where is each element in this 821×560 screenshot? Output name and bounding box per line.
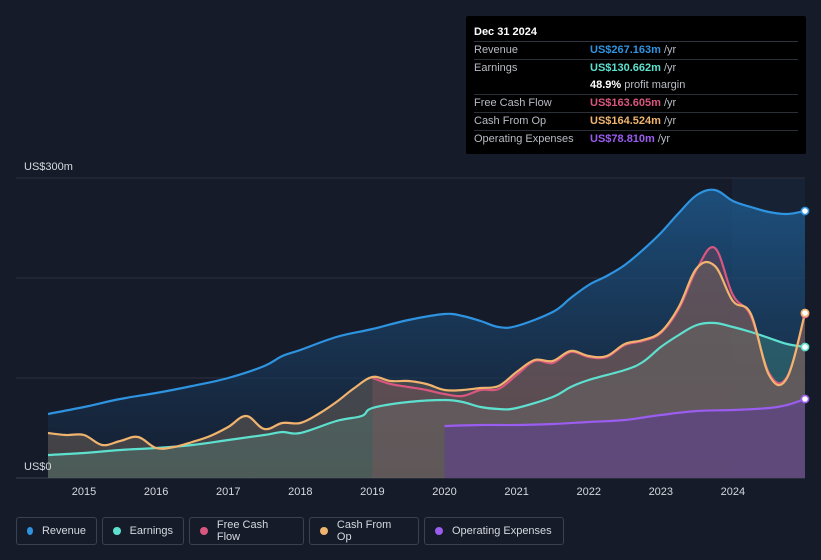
legend-dot-icon: [200, 527, 208, 535]
x-tick-label: 2020: [432, 486, 456, 498]
tooltip-value: US$164.524m: [590, 115, 661, 127]
legend-label: Cash From Op: [336, 519, 392, 543]
legend-label: Free Cash Flow: [216, 519, 269, 543]
tooltip-value: US$78.810m: [590, 133, 655, 145]
x-tick-label: 2023: [649, 486, 673, 498]
series-endpoints: [800, 206, 810, 404]
tooltip-label: Operating Expenses: [474, 133, 574, 145]
series-lines: [47, 188, 807, 457]
tooltip-unit: /yr: [663, 115, 677, 127]
tooltip: Dec 31 2024 Revenue US$267.163m /yr Earn…: [466, 16, 806, 154]
y-tick-label-bottom: US$0: [24, 461, 52, 473]
tooltip-unit: /yr: [663, 97, 677, 109]
legend-label: Earnings: [129, 525, 173, 537]
legend-dot-icon: [27, 527, 33, 535]
tooltip-row-profit-margin: 48.9% profit margin: [474, 77, 798, 95]
x-tick-label: 2015: [72, 486, 96, 498]
legend-cash-from-op[interactable]: Cash From Op: [309, 517, 419, 545]
tooltip-unit: profit margin: [624, 79, 686, 91]
tooltip-row-free-cash-flow: Free Cash Flow US$163.605m /yr: [474, 95, 798, 113]
legend-dot-icon: [435, 527, 443, 535]
legend-free-cash-flow[interactable]: Free Cash Flow: [189, 517, 304, 545]
legend-dot-icon: [320, 527, 328, 535]
tooltip-date: Dec 31 2024: [474, 24, 798, 42]
cash-from-op-line: [47, 260, 807, 450]
legend-revenue[interactable]: Revenue: [16, 517, 97, 545]
tooltip-unit: /yr: [663, 62, 677, 74]
x-tick-label: 2018: [288, 486, 312, 498]
x-tick-label: 2021: [504, 486, 528, 498]
tooltip-label: Free Cash Flow: [474, 97, 552, 109]
tooltip-row-cash-from-op: Cash From Op US$164.524m /yr: [474, 113, 798, 131]
legend-dot-icon: [113, 527, 121, 535]
tooltip-label: Earnings: [474, 62, 518, 74]
x-tick-label: 2022: [576, 486, 600, 498]
tooltip-value: US$267.163m: [590, 44, 661, 56]
operating-expenses-area: [444, 399, 805, 478]
tooltip-label: Revenue: [474, 44, 519, 56]
legend-label: Revenue: [41, 525, 86, 537]
tooltip-value: US$163.605m: [590, 97, 661, 109]
tooltip-label: [474, 77, 590, 94]
x-axis-ticks: 2015 2016 2017 2018 2019 2020 2021 2022 2023 2024: [72, 486, 745, 498]
operating-expenses-line: [444, 397, 806, 428]
y-tick-label-top: US$300m: [24, 161, 73, 173]
earnings-line: [47, 321, 806, 457]
revenue-area: [48, 189, 805, 478]
operating-expenses-endpoint: [800, 394, 810, 404]
x-tick-label: 2016: [144, 486, 168, 498]
earnings-endpoint: [800, 342, 810, 352]
cash-from-op-endpoint: [800, 308, 810, 318]
tooltip-value: US$130.662m: [590, 62, 661, 74]
x-tick-label: 2024: [721, 486, 745, 498]
tooltip-unit: /yr: [657, 133, 671, 145]
legend-operating-expenses[interactable]: Operating Expenses: [424, 517, 564, 545]
x-tick-label: 2017: [216, 486, 240, 498]
chart: 2015 2016 2017 2018 2019 2020 2021 2022 2023 2024…: [16, 161, 810, 498]
tooltip-row-revenue: Revenue US$267.163m /yr: [474, 42, 798, 60]
tooltip-row-earnings: Earnings US$130.662m /yr: [474, 60, 798, 77]
tooltip-label: Cash From Op: [474, 115, 547, 127]
series-areas: [48, 189, 805, 478]
x-tick-label: 2019: [360, 486, 384, 498]
revenue-endpoint: [800, 206, 810, 216]
tooltip-row-operating-expenses: Operating Expenses US$78.810m /yr: [474, 131, 798, 148]
revenue-line: [47, 188, 806, 416]
legend-label: Operating Expenses: [452, 525, 552, 537]
tooltip-unit: /yr: [663, 44, 677, 56]
tooltip-value: 48.9%: [590, 79, 622, 91]
legend-earnings[interactable]: Earnings: [102, 517, 184, 545]
